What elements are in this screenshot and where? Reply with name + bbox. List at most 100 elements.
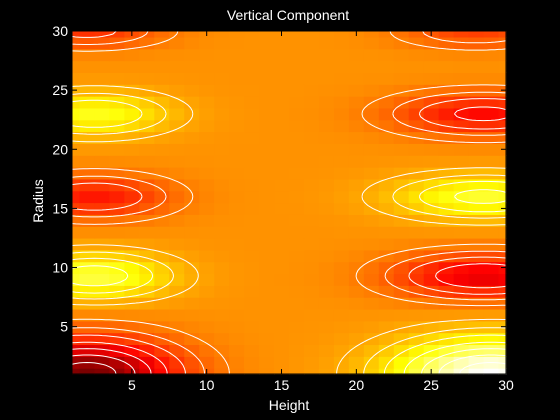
heatmap-cell: [184, 107, 200, 121]
heatmap-cell: [274, 249, 290, 263]
heatmap-cell: [184, 167, 200, 180]
heatmap-cell: [124, 131, 140, 144]
heatmap-cell: [378, 155, 395, 168]
heatmap-cell: [274, 202, 290, 215]
heatmap-cell: [214, 249, 230, 263]
heatmap-cell: [453, 308, 470, 322]
heatmap-cell: [229, 167, 245, 180]
heatmap-cell: [408, 273, 425, 286]
heatmap-cell: [318, 84, 335, 97]
heatmap-cell: [244, 273, 260, 286]
heatmap-cell: [229, 96, 245, 109]
heatmap-cell: [378, 167, 395, 180]
heatmap-cell: [199, 297, 215, 310]
heatmap-cell: [139, 155, 155, 168]
heatmap-cell: [438, 190, 455, 204]
heatmap-cell: [169, 237, 185, 251]
heatmap-cell: [303, 107, 320, 121]
heatmap-cell: [124, 249, 140, 263]
heatmap-cell: [318, 308, 335, 322]
heatmap-cell: [468, 72, 485, 85]
heatmap-cell: [348, 48, 365, 62]
heatmap-cell: [274, 131, 290, 144]
heatmap-cell: [348, 308, 365, 322]
heatmap-cell: [348, 344, 365, 357]
heatmap-cell: [318, 96, 335, 109]
heatmap-cell: [408, 119, 425, 133]
heatmap-cell: [154, 119, 170, 133]
heatmap-cell: [289, 249, 305, 263]
heatmap-cell: [289, 308, 305, 322]
heatmap-cell: [453, 96, 470, 109]
heatmap-cell: [214, 214, 230, 227]
heatmap-cell: [199, 190, 215, 204]
heatmap-cell: [94, 368, 111, 375]
heatmap-cell: [184, 84, 200, 97]
heatmap-cell: [229, 202, 245, 215]
heatmap-cell: [333, 96, 350, 109]
heatmap-cell: [363, 226, 380, 239]
heatmap-cell: [393, 143, 410, 156]
heatmap-cell: [348, 237, 365, 251]
heatmap-cell: [109, 332, 125, 346]
heatmap-cell: [289, 237, 305, 251]
heatmap-cell: [124, 332, 140, 346]
heatmap-cell: [363, 308, 380, 322]
heatmap-cell: [79, 320, 96, 334]
heatmap-cell: [438, 155, 455, 168]
heatmap-cell: [154, 320, 170, 334]
heatmap-cell: [154, 48, 170, 62]
heatmap-cell: [199, 143, 215, 156]
heatmap-cell: [303, 72, 320, 85]
heatmap-cell: [139, 107, 155, 121]
heatmap-cell: [229, 107, 245, 121]
heatmap-cell: [289, 178, 305, 192]
heatmap-cell: [199, 285, 215, 298]
heatmap-cell: [72, 332, 81, 346]
heatmap-cell: [229, 60, 245, 73]
heatmap-cell: [318, 190, 335, 204]
heatmap-cell: [214, 356, 230, 369]
heatmap-cell: [408, 356, 425, 369]
heatmap-cell: [348, 96, 365, 109]
heatmap-cell: [378, 119, 395, 133]
heatmap-cell: [363, 344, 380, 357]
heatmap-cell: [244, 155, 260, 168]
y-tick-label: 5: [60, 319, 68, 335]
heatmap-cell: [348, 143, 365, 156]
heatmap-cell: [169, 36, 185, 50]
heatmap-cell: [333, 36, 350, 50]
heatmap-cell: [244, 332, 260, 346]
heatmap-cell: [79, 31, 96, 38]
heatmap-cell: [79, 214, 96, 227]
heatmap-cell: [303, 344, 320, 357]
heatmap-cell: [453, 320, 470, 334]
heatmap-cell: [109, 308, 125, 322]
heatmap-cell: [333, 237, 350, 251]
heatmap-cell: [423, 96, 440, 109]
heatmap-cell: [438, 96, 455, 109]
heatmap-cell: [259, 167, 275, 180]
heatmap-cell: [289, 119, 305, 133]
heatmap-cell: [79, 332, 96, 346]
heatmap-cell: [184, 143, 200, 156]
heatmap-cell: [378, 131, 395, 144]
heatmap-cell: [94, 285, 111, 298]
heatmap-cell: [408, 96, 425, 109]
heatmap-cell: [229, 36, 245, 50]
heatmap-cell: [79, 202, 96, 215]
heatmap-cell: [408, 143, 425, 156]
heatmap-cell: [184, 320, 200, 334]
heatmap-cell: [169, 107, 185, 121]
heatmap-cell: [289, 96, 305, 109]
heatmap-cell: [453, 368, 470, 375]
heatmap-cell: [244, 285, 260, 298]
heatmap-cell: [303, 31, 320, 38]
heatmap-cell: [498, 249, 507, 263]
heatmap-cell: [79, 308, 96, 322]
heatmap-cell: [303, 36, 320, 50]
heatmap-cell: [79, 60, 96, 73]
heatmap-cell: [378, 72, 395, 85]
heatmap-cell: [318, 273, 335, 286]
heatmap-cell: [453, 143, 470, 156]
